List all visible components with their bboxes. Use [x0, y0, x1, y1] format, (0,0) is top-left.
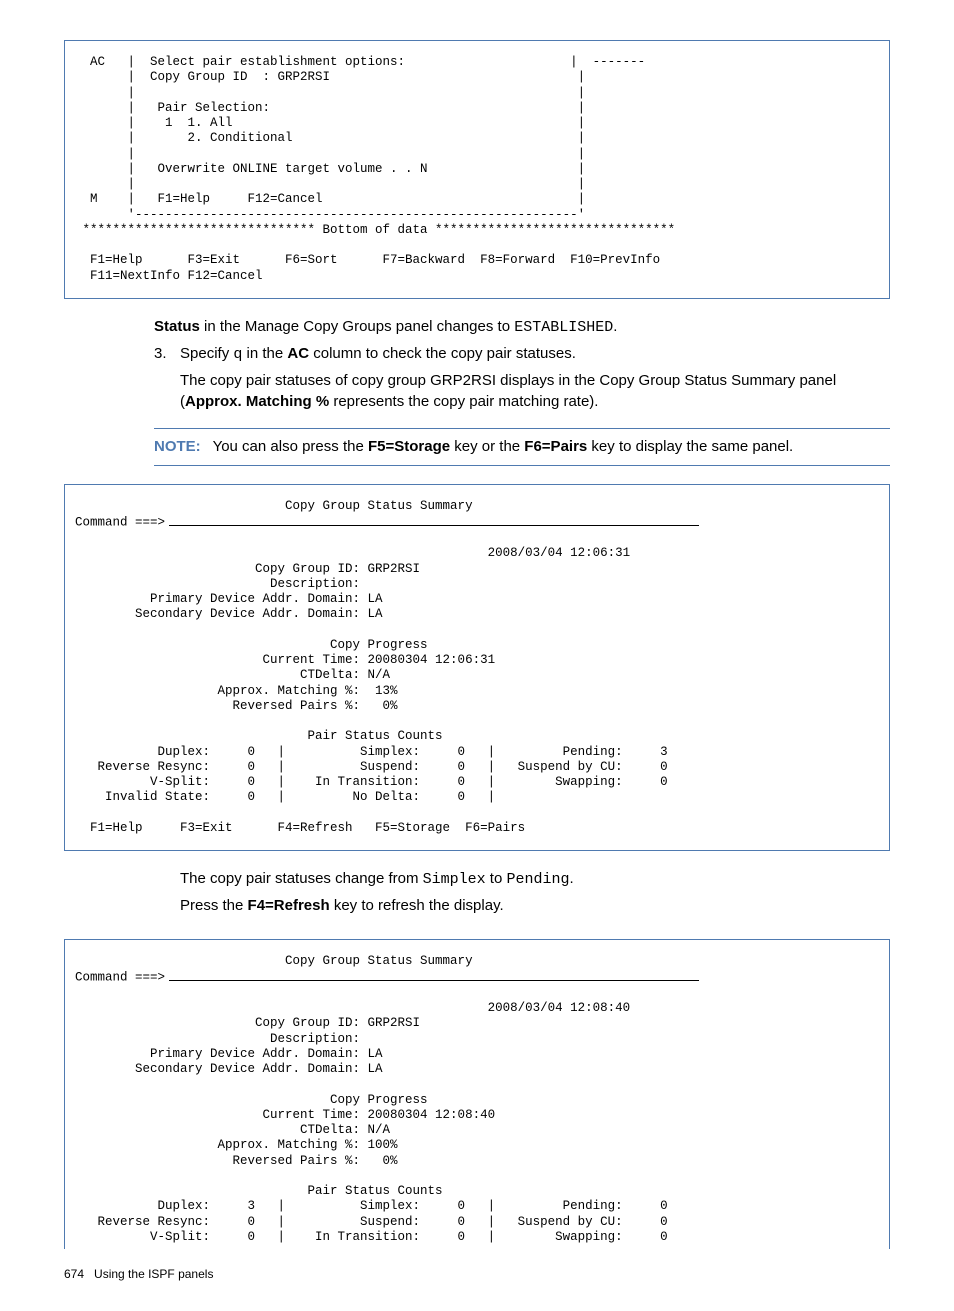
note-c: key or the [450, 438, 524, 455]
terminal-panel-1-content: AC | Select pair establishment options: … [75, 55, 879, 284]
after2-e: . [570, 870, 574, 887]
panel2-info: Copy Group ID: GRP2RSI Description: Prim… [75, 562, 879, 837]
terminal-panel-2: Copy Group Status Summary Command ===> 2… [64, 484, 890, 851]
after-panel2-para: The copy pair statuses change from Simpl… [180, 869, 890, 890]
status-word: Status [154, 318, 200, 335]
panel3-timestamp: 2008/03/04 12:08:40 [75, 1001, 879, 1016]
step-3: 3. Specify q in the AC column to check t… [154, 344, 890, 365]
note-e: key to display the same panel. [587, 438, 793, 455]
panel2-timestamp: 2008/03/04 12:06:31 [75, 546, 879, 561]
terminal-panel-3: Copy Group Status Summary Command ===> 2… [64, 939, 890, 1249]
terminal-panel-1: AC | Select pair establishment options: … [64, 40, 890, 299]
refresh-b: F4=Refresh [248, 897, 330, 914]
panel3-title: Copy Group Status Summary [75, 954, 879, 969]
note-d: F6=Pairs [524, 438, 587, 455]
step-3-a: Specify [180, 345, 233, 362]
status-period: . [613, 318, 617, 335]
note-a: You can also press the [213, 438, 368, 455]
page-footer: 674 Using the ISPF panels [64, 1267, 890, 1281]
step-3-c: in the [242, 345, 287, 362]
after2-d: Pending [507, 871, 570, 888]
step3-body-c: represents the copy pair matching rate). [329, 393, 598, 410]
status-paragraph: Status in the Manage Copy Groups panel c… [154, 317, 890, 338]
step-3-text: Specify q in the AC column to check the … [180, 344, 890, 365]
panel2-cmd-label: Command ===> [75, 516, 165, 530]
step-3-number: 3. [154, 344, 180, 365]
step-3-body: The copy pair statuses of copy group GRP… [180, 371, 890, 412]
panel3-cmd-input[interactable] [169, 969, 699, 981]
after2-b: Simplex [423, 871, 486, 888]
step-3-ac: AC [287, 345, 309, 362]
note-b: F5=Storage [368, 438, 450, 455]
after2-a: The copy pair statuses change from [180, 870, 423, 887]
step-3-e: column to check the copy pair statuses. [309, 345, 576, 362]
note-block: NOTE: You can also press the F5=Storage … [154, 428, 890, 466]
panel3-cmd-label: Command ===> [75, 971, 165, 985]
panel3-command-line: Command ===> [75, 969, 879, 986]
panel3-info: Copy Group ID: GRP2RSI Description: Prim… [75, 1016, 879, 1245]
step3-body-b: Approx. Matching % [185, 393, 329, 410]
panel2-cmd-input[interactable] [169, 514, 699, 526]
panel3-blank1 [75, 986, 879, 1001]
panel2-blank1 [75, 531, 879, 546]
footer-text: Using the ISPF panels [94, 1267, 213, 1281]
note-label: NOTE: [154, 438, 201, 455]
status-mid: in the Manage Copy Groups panel changes … [200, 318, 514, 335]
refresh-para: Press the F4=Refresh key to refresh the … [180, 896, 890, 916]
panel2-title: Copy Group Status Summary [75, 499, 879, 514]
refresh-c: key to refresh the display. [330, 897, 504, 914]
footer-page-number: 674 [64, 1267, 84, 1281]
status-established: ESTABLISHED [514, 319, 613, 336]
refresh-a: Press the [180, 897, 248, 914]
panel2-command-line: Command ===> [75, 514, 879, 531]
after2-c: to [486, 870, 507, 887]
